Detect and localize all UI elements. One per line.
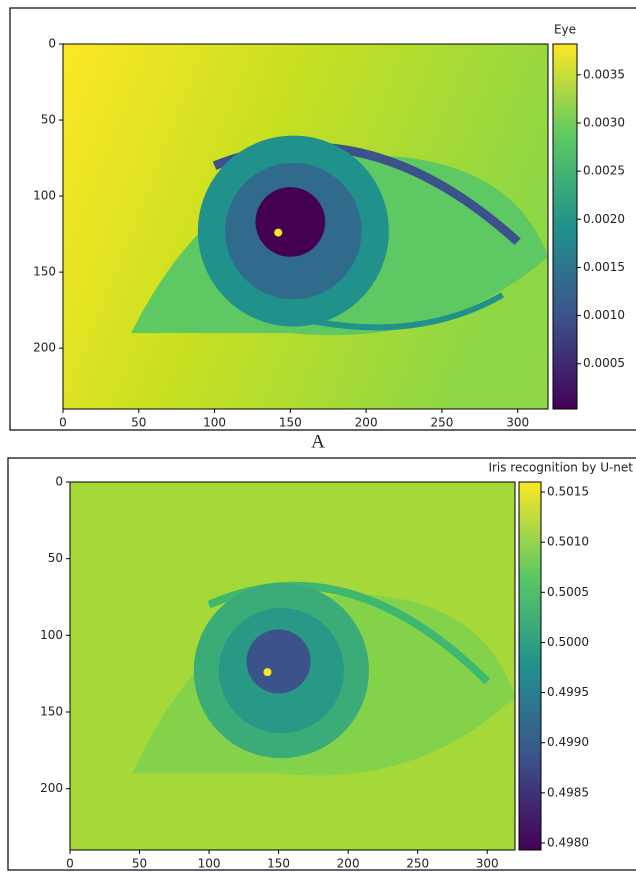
- colorbar: [519, 482, 541, 850]
- chart-title: Eye: [554, 23, 576, 37]
- figure: A 0 50 100 150 200 250 300 0 50 100 150 200 0.0005 0.…: [0, 0, 636, 874]
- y-tick-label: 100: [33, 189, 56, 203]
- x-tick-label: 0: [59, 416, 67, 430]
- x-tick-label: 100: [203, 416, 226, 430]
- colorbar-tick-label: 0.0035: [583, 67, 625, 81]
- caption: A: [311, 431, 325, 452]
- colorbar-tick-label: 0.0020: [583, 212, 625, 226]
- x-tick-label: 150: [279, 416, 302, 430]
- y-tick-label: 150: [33, 265, 56, 279]
- colorbar-tick-label: 0.0025: [583, 164, 625, 178]
- image: [70, 482, 515, 850]
- pupil: [255, 187, 325, 257]
- y-tick-label: 200: [33, 341, 56, 355]
- colorbar-tick-label: 0.0010: [583, 308, 625, 322]
- colorbar-tick-label: 0.5000: [547, 635, 589, 649]
- colorbar-tick-label: 0.4980: [547, 835, 589, 849]
- colorbar: [553, 44, 577, 409]
- x-tick-label: 250: [406, 857, 429, 871]
- image: [63, 44, 548, 409]
- x-tick-label: 200: [337, 857, 360, 871]
- page: {"caption": "A", "chart_data": [ {"type"…: [0, 0, 636, 874]
- colorbar-tick-label: 0.0005: [583, 356, 625, 370]
- colorbar-tick-label: 0.4995: [547, 685, 589, 699]
- x-tick-label: 250: [430, 416, 453, 430]
- y-tick-label: 100: [40, 628, 63, 642]
- colorbar-tick-label: 0.5010: [547, 535, 589, 549]
- colorbar-tick-label: 0.4985: [547, 785, 589, 799]
- colorbar-tick-label: 0.5005: [547, 585, 589, 599]
- colorbar-tick-label: 0.5015: [547, 485, 589, 499]
- y-tick-label: 0: [55, 475, 63, 489]
- x-tick-label: 300: [506, 416, 529, 430]
- highlight: [274, 229, 282, 237]
- x-tick-label: 150: [267, 857, 290, 871]
- x-tick-label: 0: [66, 857, 74, 871]
- colorbar-tick-label: 0.0015: [583, 260, 625, 274]
- x-tick-label: 50: [132, 857, 147, 871]
- y-tick-label: 200: [40, 781, 63, 795]
- chart-title: Iris recognition by U-net: [488, 461, 633, 475]
- y-tick-label: 0: [48, 37, 56, 51]
- y-tick-label: 150: [40, 705, 63, 719]
- colorbar-tick-label: 0.0030: [583, 115, 625, 129]
- highlight: [263, 668, 271, 676]
- x-tick-label: 100: [198, 857, 221, 871]
- x-tick-label: 200: [355, 416, 378, 430]
- y-tick-label: 50: [48, 551, 63, 565]
- x-tick-label: 50: [131, 416, 146, 430]
- y-tick-label: 50: [41, 113, 56, 127]
- pupil: [247, 629, 311, 693]
- x-tick-label: 300: [476, 857, 499, 871]
- colorbar-tick-label: 0.4990: [547, 735, 589, 749]
